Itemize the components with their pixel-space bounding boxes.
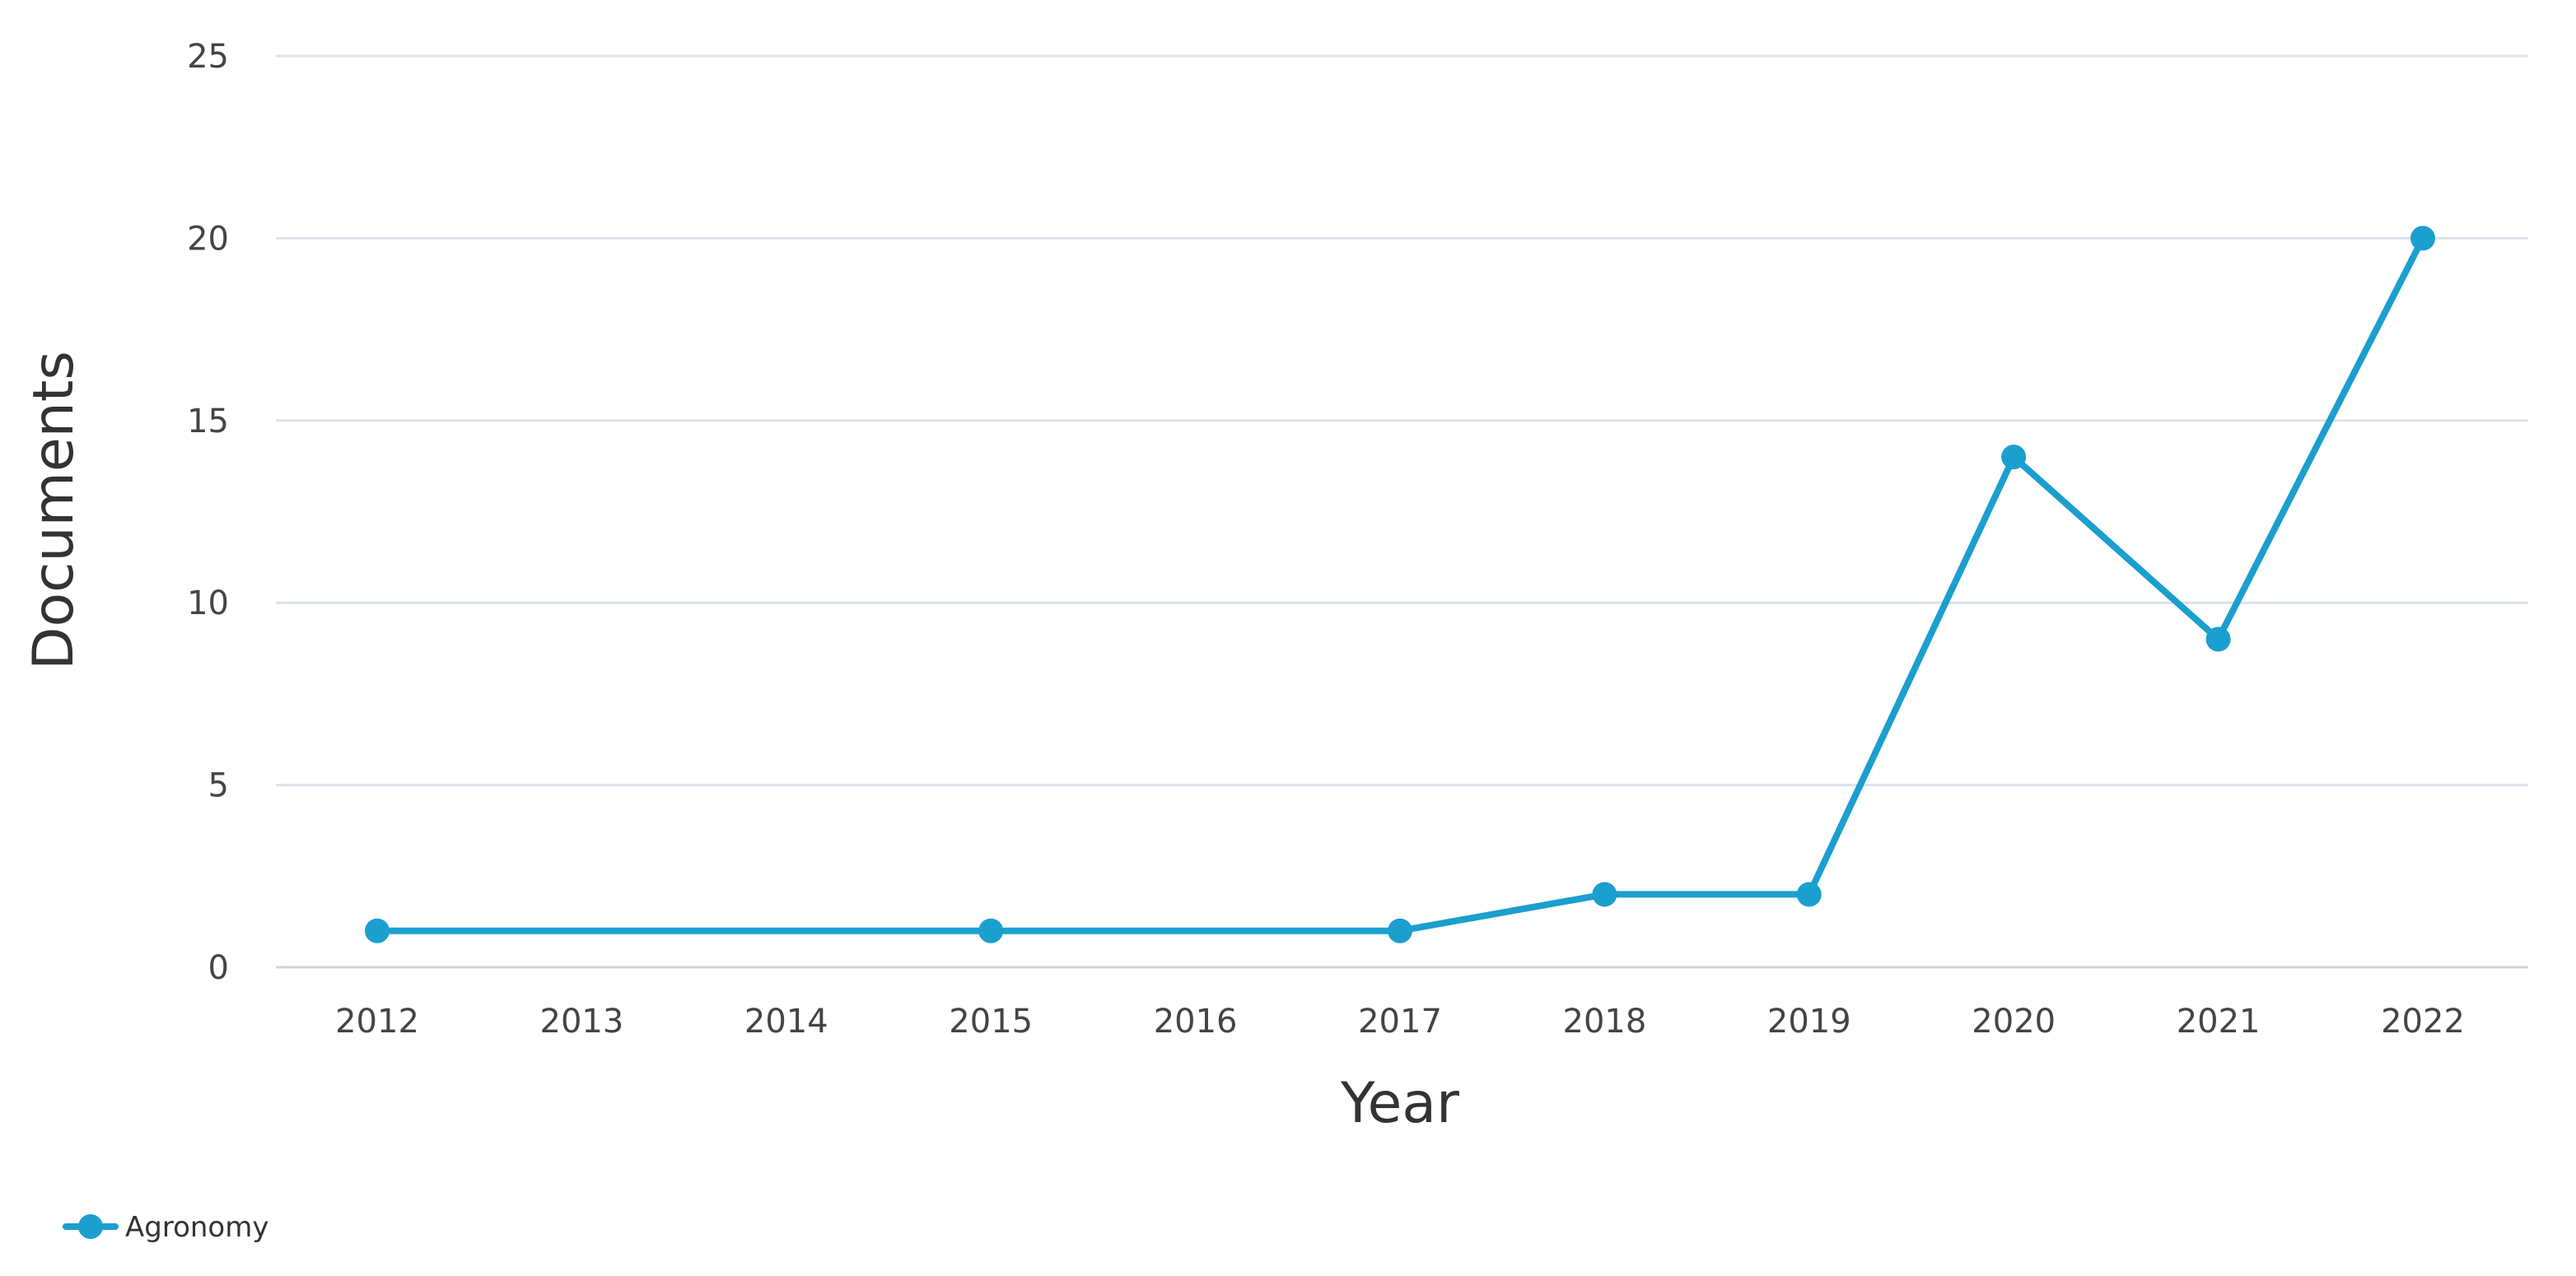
x-tick-label: 2020 (1972, 1003, 2056, 1041)
x-tick-label: 2012 (335, 1003, 419, 1041)
x-tick-label: 2021 (2177, 1003, 2261, 1041)
series-line (374, 235, 2426, 934)
legend[interactable]: Agronomy (63, 1211, 268, 1244)
data-point-2022[interactable] (2410, 226, 2435, 251)
y-tick-label: 10 (187, 584, 229, 622)
grid-lines (276, 54, 2528, 969)
x-tick-label: 2017 (1358, 1003, 1442, 1041)
data-point-2015[interactable] (978, 918, 1004, 943)
data-point-2021[interactable] (2205, 626, 2231, 652)
x-axis-tick-labels: 2012 2013 2014 2015 2016 2017 2018 2019 2020 2021… (335, 1003, 2465, 1041)
legend-dot-marker (78, 1214, 103, 1239)
x-tick-label: 2014 (744, 1003, 828, 1041)
y-tick-label: 15 (187, 403, 229, 440)
data-point-2017[interactable] (1388, 918, 1412, 943)
x-tick-label: 2016 (1154, 1003, 1238, 1041)
data-point-2012[interactable] (365, 918, 390, 943)
data-point-2020[interactable] (2001, 445, 2027, 470)
x-tick-label: 2018 (1563, 1003, 1647, 1041)
series-agronomy (365, 226, 2435, 943)
data-point-2018[interactable] (1592, 882, 1617, 907)
x-tick-label: 2015 (949, 1003, 1033, 1041)
y-tick-label: 5 (208, 767, 229, 805)
x-tick-label: 2022 (2381, 1003, 2465, 1041)
data-point-2019[interactable] (1796, 882, 1822, 907)
y-tick-label: 25 (187, 38, 229, 76)
x-tick-label: 2019 (1767, 1003, 1851, 1041)
y-axis-tick-labels: 0 5 10 15 20 25 (187, 38, 229, 987)
y-axis-title: Documents (21, 351, 86, 670)
x-tick-label: 2013 (540, 1003, 624, 1041)
legend-label-agronomy: Agronomy (125, 1211, 268, 1244)
y-tick-label: 0 (208, 949, 229, 987)
y-tick-label: 20 (187, 220, 229, 258)
x-axis-title: Year (1340, 1071, 1459, 1136)
